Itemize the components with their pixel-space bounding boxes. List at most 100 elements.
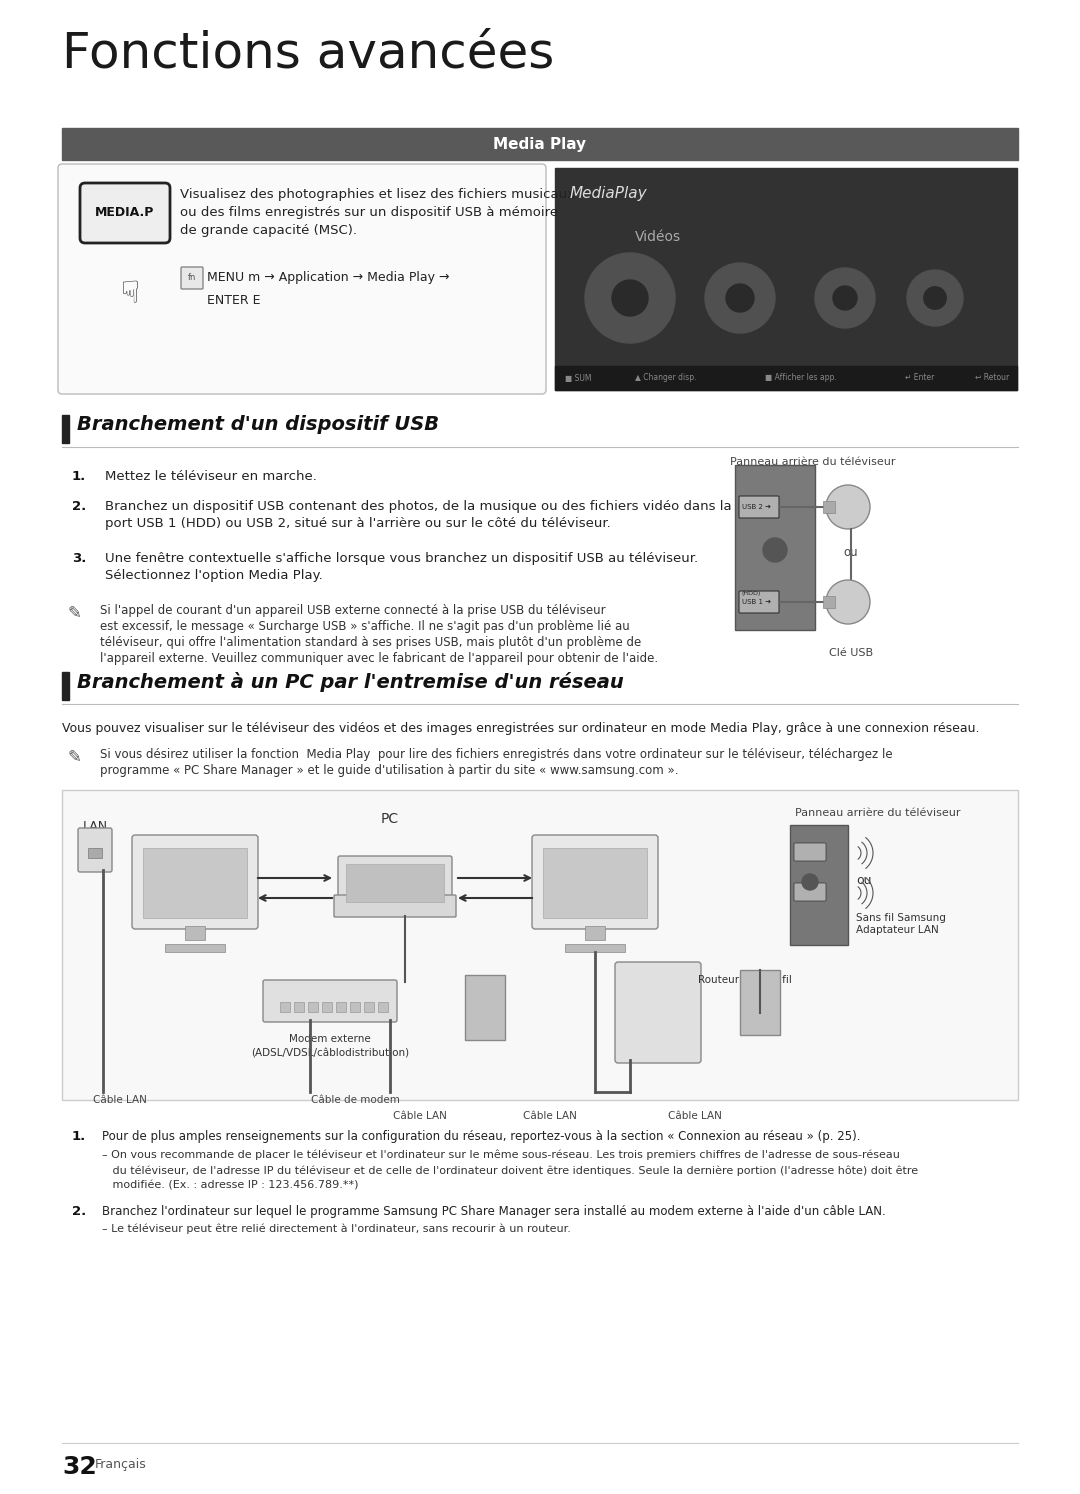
- Text: LAN: LAN: [83, 820, 108, 834]
- Text: Routeur IP sans fil: Routeur IP sans fil: [698, 976, 792, 985]
- Bar: [62, 128, 1018, 160]
- Text: Si l'appel de courant d'un appareil USB externe connecté à la prise USB du télév: Si l'appel de courant d'un appareil USB …: [100, 604, 606, 617]
- FancyBboxPatch shape: [532, 835, 658, 929]
- FancyBboxPatch shape: [78, 828, 112, 872]
- Text: Mettez le téléviseur en marche.: Mettez le téléviseur en marche.: [105, 471, 316, 483]
- FancyBboxPatch shape: [132, 835, 258, 929]
- Bar: [308, 1002, 318, 1011]
- Circle shape: [726, 284, 754, 312]
- FancyBboxPatch shape: [58, 164, 546, 394]
- Text: 2.: 2.: [72, 500, 86, 512]
- FancyBboxPatch shape: [615, 962, 701, 1064]
- Text: ✎: ✎: [68, 604, 82, 622]
- Text: – On vous recommande de placer le téléviseur et l'ordinateur sur le même sous-ré: – On vous recommande de placer le télévi…: [102, 1150, 900, 1161]
- Circle shape: [826, 486, 870, 529]
- Text: ☞: ☞: [110, 279, 139, 306]
- Text: Branchez l'ordinateur sur lequel le programme Samsung PC Share Manager sera inst: Branchez l'ordinateur sur lequel le prog…: [102, 1206, 886, 1218]
- Text: Câble LAN: Câble LAN: [93, 1095, 147, 1106]
- Bar: [565, 944, 625, 952]
- FancyBboxPatch shape: [80, 182, 170, 244]
- Bar: [740, 970, 780, 1035]
- Text: ou des films enregistrés sur un dispositif USB à mémoire: ou des films enregistrés sur un disposit…: [180, 206, 558, 220]
- Text: 2.: 2.: [72, 1206, 86, 1218]
- FancyBboxPatch shape: [794, 883, 826, 901]
- Bar: [555, 366, 1017, 390]
- Text: – Le téléviseur peut être relié directement à l'ordinateur, sans recourir à un r: – Le téléviseur peut être relié directem…: [102, 1224, 571, 1234]
- Circle shape: [762, 538, 787, 562]
- Text: Media Play: Media Play: [494, 136, 586, 151]
- Text: Visualisez des photographies et lisez des fichiers musicaux: Visualisez des photographies et lisez de…: [180, 188, 575, 202]
- Bar: [336, 1002, 346, 1011]
- FancyBboxPatch shape: [181, 267, 203, 288]
- Text: Câble LAN: Câble LAN: [393, 1112, 447, 1120]
- Text: Branchez un dispositif USB contenant des photos, de la musique ou des fichiers v: Branchez un dispositif USB contenant des…: [105, 500, 731, 512]
- Text: MediaPlay: MediaPlay: [570, 185, 648, 202]
- Bar: [350, 1002, 360, 1011]
- Text: Câble LAN: Câble LAN: [523, 1112, 577, 1120]
- Bar: [322, 1002, 332, 1011]
- Text: ↩ Retour: ↩ Retour: [975, 374, 1009, 382]
- Text: ✎: ✎: [68, 748, 82, 766]
- Text: ▲ Changer disp.: ▲ Changer disp.: [635, 374, 697, 382]
- Text: 1.: 1.: [72, 1129, 86, 1143]
- Text: Vous pouvez visualiser sur le téléviseur des vidéos et des images enregistrées s: Vous pouvez visualiser sur le téléviseur…: [62, 722, 980, 735]
- Circle shape: [802, 874, 818, 890]
- Text: (HDD): (HDD): [742, 592, 761, 596]
- FancyBboxPatch shape: [334, 895, 456, 917]
- Circle shape: [923, 287, 946, 309]
- FancyBboxPatch shape: [739, 496, 779, 518]
- Bar: [735, 465, 815, 630]
- Text: modifiée. (Ex. : adresse IP : 123.456.789.**): modifiée. (Ex. : adresse IP : 123.456.78…: [102, 1180, 359, 1191]
- Text: MENU m → Application → Media Play →: MENU m → Application → Media Play →: [207, 272, 449, 284]
- Bar: [165, 944, 225, 952]
- Text: Branchement à un PC par l'entremise d'un réseau: Branchement à un PC par l'entremise d'un…: [77, 672, 624, 692]
- Circle shape: [815, 267, 875, 329]
- Text: Adaptateur LAN: Adaptateur LAN: [856, 925, 939, 935]
- Circle shape: [833, 285, 858, 309]
- Bar: [823, 500, 835, 512]
- Bar: [585, 926, 605, 940]
- Text: MEDIA.P: MEDIA.P: [95, 206, 154, 220]
- Bar: [465, 976, 505, 1040]
- Text: ↵ Enter: ↵ Enter: [905, 374, 934, 382]
- Text: 3.: 3.: [72, 551, 86, 565]
- Text: Français: Français: [95, 1458, 147, 1472]
- Text: ■ Afficher les app.: ■ Afficher les app.: [765, 374, 837, 382]
- Bar: [543, 849, 647, 917]
- Text: ou: ou: [843, 547, 859, 559]
- Text: Sélectionnez l'option Media Play.: Sélectionnez l'option Media Play.: [105, 569, 323, 583]
- Bar: [346, 864, 444, 902]
- FancyBboxPatch shape: [338, 856, 453, 910]
- Text: Vidéos: Vidéos: [635, 230, 681, 244]
- Bar: [378, 1002, 388, 1011]
- Bar: [185, 926, 205, 940]
- Bar: [280, 1002, 291, 1011]
- FancyBboxPatch shape: [794, 843, 826, 861]
- Bar: [555, 167, 1017, 390]
- Circle shape: [826, 580, 870, 624]
- Text: port USB 1 (HDD) ou USB 2, situé sur à l'arrière ou sur le côté du téléviseur.: port USB 1 (HDD) ou USB 2, situé sur à l…: [105, 517, 611, 530]
- Bar: [364, 1002, 374, 1011]
- Text: Câble LAN: Câble LAN: [669, 1112, 721, 1120]
- Circle shape: [907, 270, 963, 326]
- Text: de grande capacité (MSC).: de grande capacité (MSC).: [180, 224, 357, 238]
- Bar: [823, 596, 835, 608]
- Bar: [62, 672, 69, 701]
- Text: Clé USB: Clé USB: [829, 648, 873, 657]
- Text: fn: fn: [188, 273, 197, 282]
- Text: Si vous désirez utiliser la fonction  Media Play  pour lire des fichiers enregis: Si vous désirez utiliser la fonction Med…: [100, 748, 893, 760]
- Text: Câble de modem: Câble de modem: [311, 1095, 400, 1106]
- Circle shape: [585, 252, 675, 344]
- Circle shape: [705, 263, 775, 333]
- Text: téléviseur, qui offre l'alimentation standard à ses prises USB, mais plutôt d'un: téléviseur, qui offre l'alimentation sta…: [100, 636, 642, 648]
- Text: 1.: 1.: [72, 471, 86, 483]
- Bar: [62, 415, 69, 444]
- Text: ou: ou: [856, 874, 872, 886]
- Bar: [143, 849, 247, 917]
- Text: Panneau arrière du téléviseur: Panneau arrière du téléviseur: [730, 457, 895, 468]
- Text: ■ SUM: ■ SUM: [565, 374, 592, 382]
- Text: l'appareil externe. Veuillez communiquer avec le fabricant de l'appareil pour ob: l'appareil externe. Veuillez communiquer…: [100, 651, 658, 665]
- Text: est excessif, le message « Surcharge USB » s'affiche. Il ne s'agit pas d'un prob: est excessif, le message « Surcharge USB…: [100, 620, 630, 633]
- Text: Branchement d'un dispositif USB: Branchement d'un dispositif USB: [77, 415, 440, 433]
- Text: (ADSL/VDSL/câblodistribution): (ADSL/VDSL/câblodistribution): [251, 1047, 409, 1058]
